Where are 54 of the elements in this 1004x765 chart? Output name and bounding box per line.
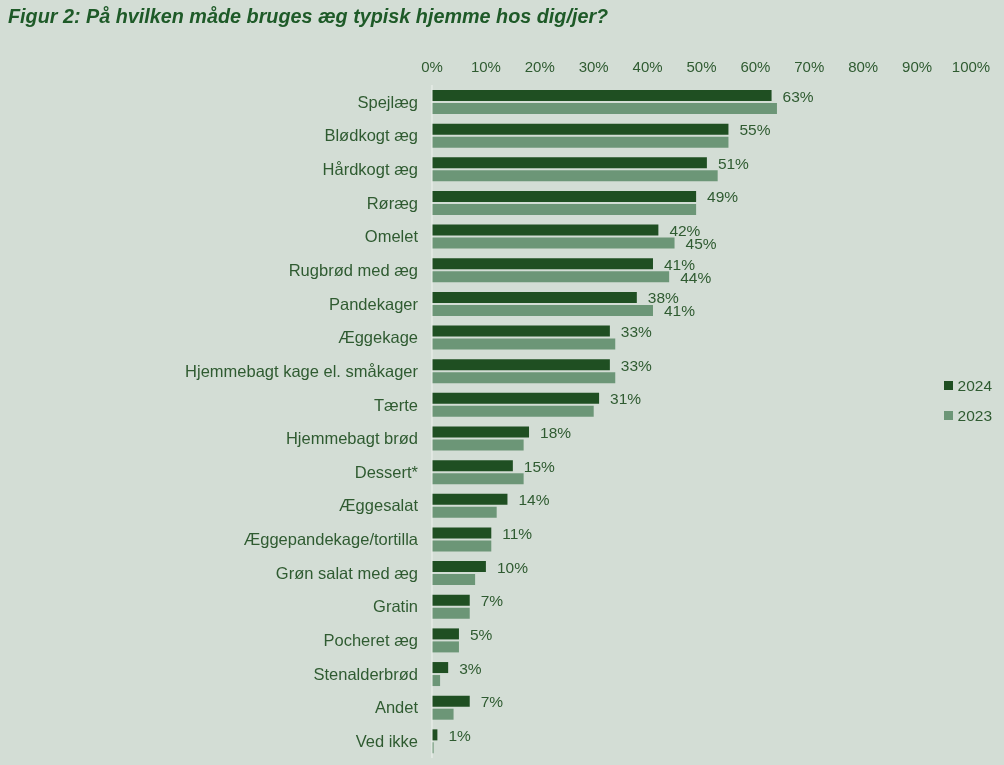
y-tick-label: Blødkogt æg (324, 126, 418, 145)
y-tick-label: Gratin (373, 597, 418, 616)
data-label: 63% (782, 87, 814, 104)
y-tick-label: Æggepandekage/tortilla (243, 530, 419, 549)
y-tick-label: Dessert* (354, 462, 419, 481)
y-tick-label: Pandekager (329, 294, 419, 313)
y-tick-label: Rugbrød med æg (288, 260, 418, 279)
data-label: 51% (717, 154, 750, 172)
data-label: 41% (663, 255, 696, 273)
y-tick-label: Hårdkogt æg (322, 159, 418, 178)
data-label: 10% (496, 558, 529, 576)
data-label: 5% (469, 625, 493, 643)
data-label: 15% (523, 457, 556, 475)
data-label: 55% (739, 120, 771, 138)
chart-title: Figur 2: På hvilken måde bruges æg typisk hjemme hos dig/jer? (8, 5, 609, 28)
y-tick-label: Æggesalat (339, 496, 419, 515)
data-label: 11% (502, 524, 533, 542)
data-label: 7% (480, 591, 504, 609)
data-label: 38% (647, 288, 680, 306)
y-tick-label: Røræg (366, 193, 418, 212)
data-label: 33% (620, 322, 653, 340)
legend-label: 2024 (957, 376, 992, 395)
x-tick-label: 90% (902, 58, 933, 75)
data-label: 1% (448, 726, 472, 744)
data-label: 18% (540, 423, 572, 441)
x-tick-label: 50% (686, 58, 717, 75)
x-tick-label: 0% (421, 58, 443, 75)
x-tick-label: 70% (794, 58, 825, 75)
y-tick-label: Hjemmebagt brød (285, 429, 418, 448)
y-tick-label: Grøn salat med æg (275, 563, 418, 582)
data-label: 42% (669, 221, 701, 239)
y-tick-label: Ved ikke (355, 732, 418, 751)
x-tick-label: 40% (632, 58, 663, 75)
data-label: 33% (620, 356, 653, 374)
x-tick-label: 30% (578, 58, 609, 75)
x-tick-label: 60% (740, 58, 771, 75)
data-label: 3% (459, 659, 482, 677)
x-tick-label: 80% (848, 58, 879, 75)
x-tick-label: 10% (470, 58, 501, 75)
x-tick-label: 20% (524, 58, 555, 75)
data-label: 7% (480, 692, 504, 710)
x-tick-label: 100% (951, 58, 991, 75)
y-tick-label: Spejlæg (357, 92, 418, 111)
y-tick-label: Andet (374, 698, 419, 717)
y-tick-label: Æggekage (338, 328, 418, 347)
y-tick-label: Pocheret æg (323, 631, 418, 650)
legend-label: 2023 (957, 406, 992, 425)
y-tick-label: Stenalderbrød (313, 664, 418, 683)
y-tick-label: Omelet (364, 227, 419, 246)
data-label: 31% (610, 389, 642, 407)
data-label: 49% (707, 187, 739, 205)
data-label: 14% (518, 490, 550, 508)
y-tick-label: Tærte (373, 395, 418, 414)
y-tick-label: Hjemmebagt kage el. småkager (185, 361, 419, 380)
